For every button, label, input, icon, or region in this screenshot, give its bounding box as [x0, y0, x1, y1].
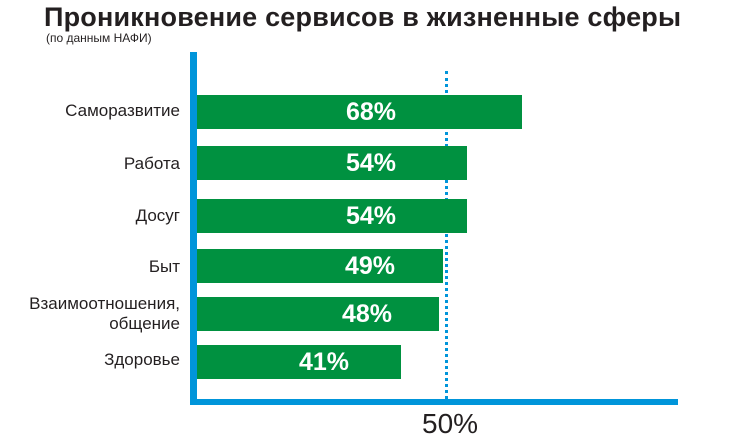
chart-subtitle: (по данным НАФИ)	[46, 31, 152, 45]
category-label: Саморазвитие	[65, 101, 180, 120]
bar-value-label: 68%	[346, 98, 397, 126]
bar-value-label: 41%	[299, 348, 350, 376]
category-label: Работа	[123, 154, 180, 173]
category-label: Быт	[148, 257, 180, 276]
bar-value-label: 48%	[342, 300, 393, 328]
category-label: Взаимоотношения, общение	[29, 294, 180, 334]
y-axis-line	[190, 52, 197, 405]
bar-byt: 49%	[197, 249, 443, 283]
bar-value-label: 54%	[346, 149, 397, 177]
category-label: Здоровье	[104, 350, 180, 369]
bar-value-label: 49%	[345, 252, 396, 280]
bar-samorazvitie: 68%	[197, 95, 522, 129]
chart-title: Проникновение сервисов в жизненные сферы	[44, 2, 682, 32]
category-label: Досуг	[135, 206, 180, 225]
bar-rabota: 54%	[197, 146, 467, 180]
bar-zdorovye: 41%	[197, 345, 401, 379]
bar-dosug: 54%	[197, 199, 467, 233]
reference-line-50	[445, 71, 448, 399]
bar-value-label: 54%	[346, 202, 397, 230]
category-label-line2: общение	[109, 314, 180, 333]
x-axis-line	[190, 399, 678, 405]
category-label-line1: Взаимоотношения,	[29, 294, 180, 313]
bar-vzaimootnosheniya: 48%	[197, 297, 439, 331]
reference-line-label: 50%	[422, 408, 479, 439]
